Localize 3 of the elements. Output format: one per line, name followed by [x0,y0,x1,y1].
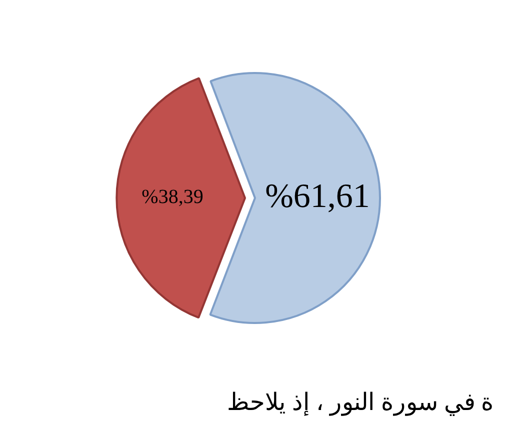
data-label: %61,61 [265,178,370,216]
text: ة في سورة النور ، إذ يلاحظ [226,389,495,417]
data-label: %38,39 [142,186,204,208]
